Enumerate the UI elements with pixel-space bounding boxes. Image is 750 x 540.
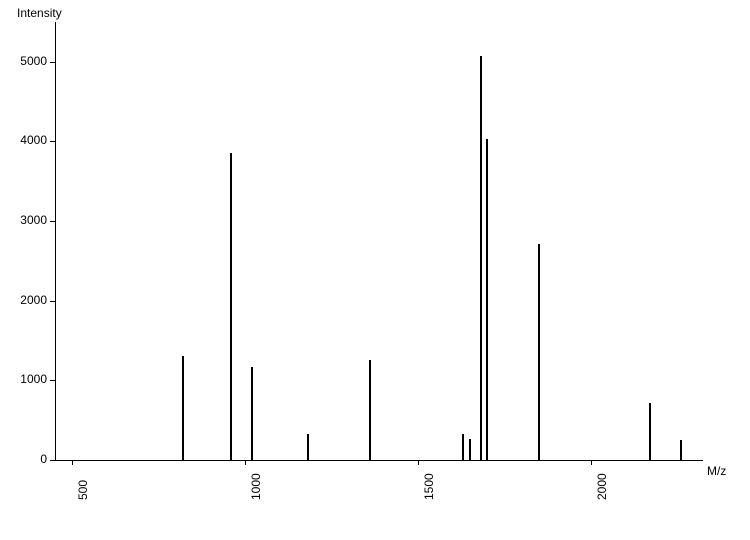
mass-spectrum-chart: 0 1000 2000 3000 4000 5000 500 1000 1500 2000 Inte… [0,0,750,540]
plot-area: 010002000300040005000500100015002000Inte… [55,30,695,460]
x-axis [55,460,703,461]
y-tick [50,141,55,142]
x-tick-label: 1000 [249,473,263,500]
y-tick-label: 2000 [5,293,47,307]
x-tick-label: 1500 [422,473,436,500]
spectrum-peak [307,434,309,460]
spectrum-peak [649,403,651,460]
y-tick [50,380,55,381]
x-tick-label: 2000 [595,473,609,500]
x-tick [591,460,592,465]
y-tick [50,62,55,63]
spectrum-peak [182,356,184,460]
spectrum-peak [469,439,471,460]
x-tick-label: 500 [76,480,90,500]
y-tick-label: 4000 [5,133,47,147]
spectrum-peak [230,153,232,460]
y-tick [50,301,55,302]
spectrum-peak [680,440,682,460]
x-tick [245,460,246,465]
y-axis [55,22,56,460]
y-tick [50,221,55,222]
spectrum-peak [251,367,253,460]
x-tick [418,460,419,465]
spectrum-peak [462,434,464,460]
x-tick [72,460,73,465]
y-tick-label: 3000 [5,213,47,227]
y-axis-label: Intensity [17,6,62,20]
y-tick-label: 1000 [5,372,47,386]
spectrum-peak [369,360,371,460]
x-axis-label: M/z [707,464,726,478]
y-tick [50,460,55,461]
spectrum-peak [486,139,488,460]
y-tick-label: 0 [5,452,47,466]
spectrum-peak [538,244,540,460]
y-tick-label: 5000 [5,54,47,68]
spectrum-peak [480,56,482,460]
